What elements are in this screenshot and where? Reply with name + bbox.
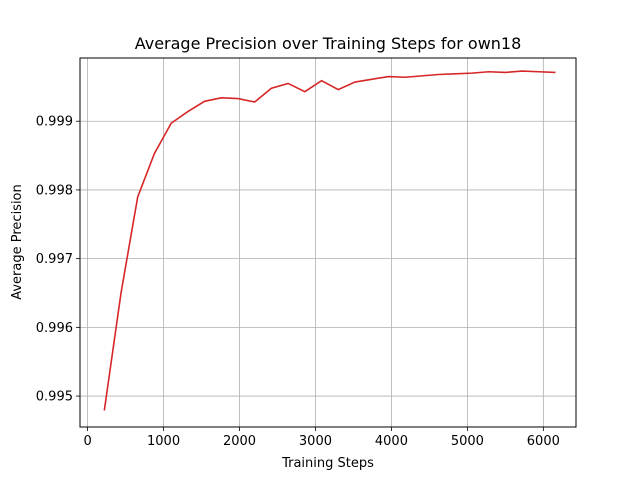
- chart-title: Average Precision over Training Steps fo…: [135, 34, 522, 53]
- x-tick-label: 1000: [147, 434, 180, 449]
- y-tick-label: 0.996: [36, 321, 73, 336]
- x-tick-label: 6000: [527, 434, 560, 449]
- x-tick-label: 4000: [375, 434, 408, 449]
- x-axis: 0 1000 2000 3000 4000 5000 6000: [83, 427, 560, 449]
- y-axis: 0.995 0.996 0.997 0.998 0.999: [36, 115, 80, 405]
- x-tick-label: 2000: [223, 434, 256, 449]
- grid-lines: [80, 58, 576, 427]
- x-tick-label: 5000: [451, 434, 484, 449]
- plot-frame: [79, 57, 577, 428]
- y-axis-label: Average Precision: [10, 184, 25, 300]
- y-tick-label: 0.997: [36, 252, 73, 267]
- x-tick-label: 3000: [299, 434, 332, 449]
- y-tick-label: 0.998: [36, 183, 73, 198]
- x-tick-label: 0: [83, 434, 91, 449]
- x-axis-label: Training Steps: [281, 456, 374, 471]
- y-tick-label: 0.999: [36, 115, 73, 130]
- y-tick-label: 0.995: [36, 390, 73, 405]
- series-line: [103, 70, 556, 411]
